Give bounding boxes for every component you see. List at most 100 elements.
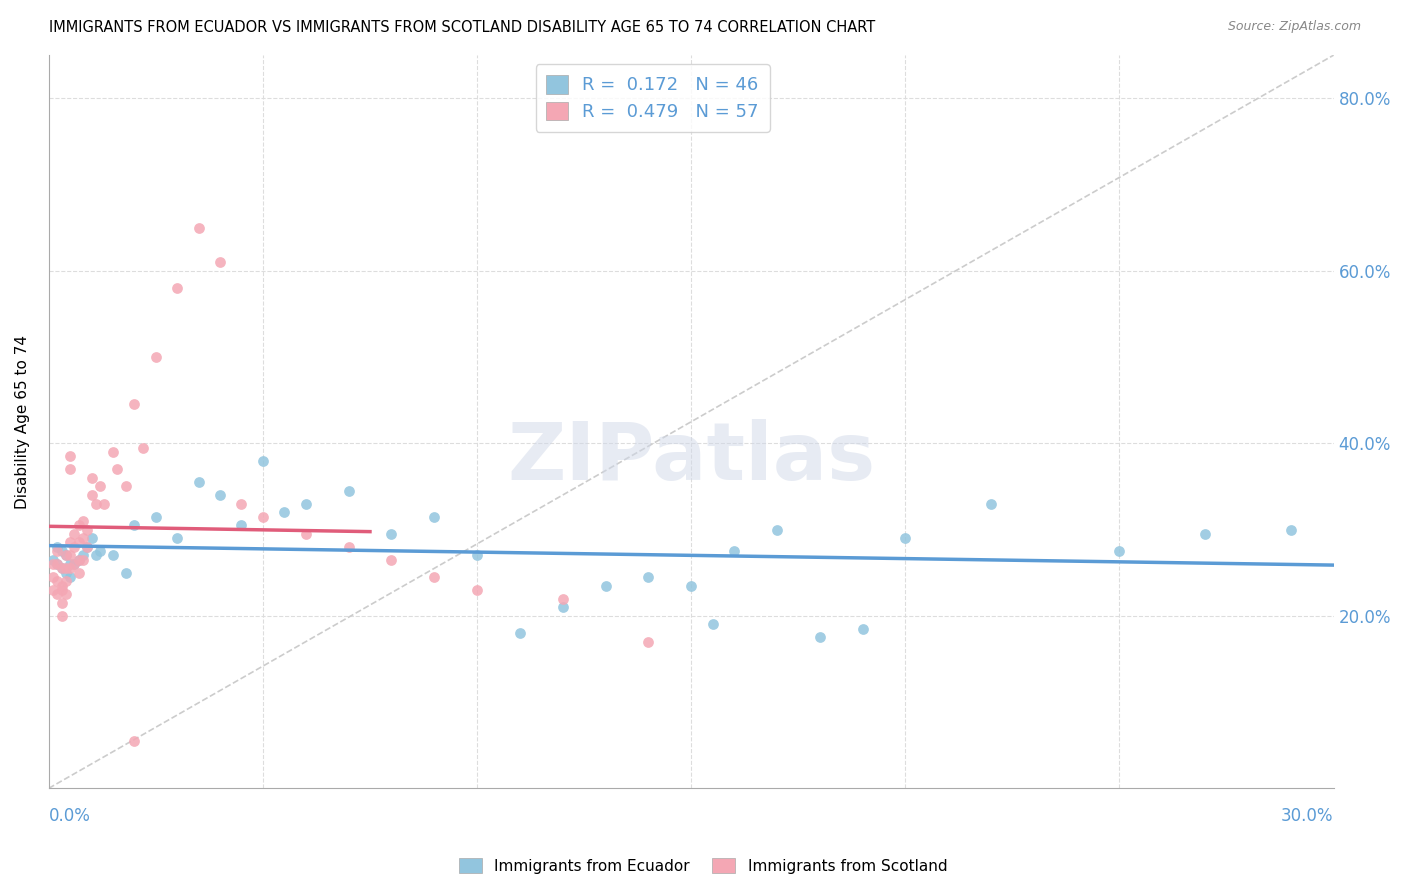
Point [59,462,82,476]
Point [80,531,103,545]
Point [55,549,77,563]
Point [93,497,115,511]
Point [231,497,253,511]
Point [55,574,77,589]
Point [209,488,232,502]
Point [766,523,789,537]
Point [46,587,69,601]
Point [76,540,98,554]
Point [465,549,488,563]
Point [124,397,146,411]
Point [67,553,90,567]
Point [465,582,488,597]
Text: Source: ZipAtlas.com: Source: ZipAtlas.com [1227,20,1361,33]
Point [637,634,659,648]
Point [72,549,94,563]
Text: 0.0%: 0.0% [49,806,90,824]
Text: IMMIGRANTS FROM ECUADOR VS IMMIGRANTS FROM SCOTLAND DISABILITY AGE 65 TO 74 CORR: IMMIGRANTS FROM ECUADOR VS IMMIGRANTS FR… [49,20,876,35]
Point [84,497,107,511]
Point [702,617,724,632]
Point [187,475,209,489]
Point [51,561,73,575]
Point [67,518,90,533]
Point [63,526,86,541]
Point [51,579,73,593]
Point [59,570,82,584]
Point [72,514,94,528]
Point [51,544,73,558]
Text: ZIPatlas: ZIPatlas [508,419,876,498]
Point [46,574,69,589]
Point [59,557,82,571]
Point [595,579,617,593]
Point [1279,523,1302,537]
Point [89,479,111,493]
Y-axis label: Disability Age 65 to 74: Disability Age 65 to 74 [15,334,30,508]
Legend: R =  0.172   N = 46, R =  0.479   N = 57: R = 0.172 N = 46, R = 0.479 N = 57 [536,64,770,132]
Point [231,518,253,533]
Point [145,350,167,364]
Point [115,479,138,493]
Point [46,557,69,571]
Point [124,734,146,748]
Point [166,281,188,295]
Text: 30.0%: 30.0% [1281,806,1334,824]
Point [59,549,82,563]
Point [51,596,73,610]
Point [115,566,138,580]
Point [59,535,82,549]
Point [84,549,107,563]
Point [46,540,69,554]
Point [101,549,124,563]
Point [187,220,209,235]
Point [252,453,274,467]
Point [1108,544,1130,558]
Point [89,544,111,558]
Point [851,622,873,636]
Point [124,518,146,533]
Point [294,497,316,511]
Point [46,544,69,558]
Point [423,509,446,524]
Point [42,553,65,567]
Point [101,445,124,459]
Point [145,509,167,524]
Point [46,557,69,571]
Point [51,561,73,575]
Point [67,553,90,567]
Point [105,462,128,476]
Point [55,566,77,580]
Point [380,526,402,541]
Point [337,540,360,554]
Point [980,497,1002,511]
Point [55,549,77,563]
Point [551,600,574,615]
Point [72,531,94,545]
Point [894,531,917,545]
Point [637,570,659,584]
Point [63,557,86,571]
Point [63,540,86,554]
Point [551,591,574,606]
Point [59,449,82,463]
Point [80,488,103,502]
Point [294,526,316,541]
Point [76,523,98,537]
Point [42,557,65,571]
Point [423,570,446,584]
Point [51,582,73,597]
Point [51,608,73,623]
Point [76,540,98,554]
Point [273,505,295,519]
Point [509,626,531,640]
Point [132,441,155,455]
Point [808,631,831,645]
Point [252,509,274,524]
Point [72,553,94,567]
Point [67,535,90,549]
Legend: Immigrants from Ecuador, Immigrants from Scotland: Immigrants from Ecuador, Immigrants from… [453,852,953,880]
Point [80,471,103,485]
Point [42,582,65,597]
Point [59,561,82,575]
Point [55,587,77,601]
